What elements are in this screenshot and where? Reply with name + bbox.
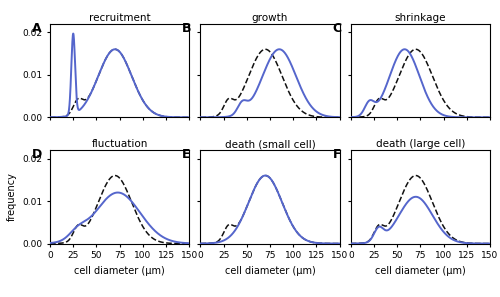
X-axis label: cell diameter (μm): cell diameter (μm) xyxy=(74,266,165,276)
Text: B: B xyxy=(182,22,192,35)
X-axis label: cell diameter (μm): cell diameter (μm) xyxy=(375,266,466,276)
Y-axis label: frequency: frequency xyxy=(6,172,16,221)
Title: fluctuation: fluctuation xyxy=(92,139,148,149)
Title: death (small cell): death (small cell) xyxy=(224,139,316,149)
Title: shrinkage: shrinkage xyxy=(394,13,446,23)
Text: E: E xyxy=(182,148,191,161)
Text: A: A xyxy=(32,22,42,35)
Text: D: D xyxy=(32,148,42,161)
Title: growth: growth xyxy=(252,13,288,23)
Text: F: F xyxy=(332,148,341,161)
Title: death (large cell): death (large cell) xyxy=(376,139,465,149)
X-axis label: cell diameter (μm): cell diameter (μm) xyxy=(224,266,316,276)
Text: C: C xyxy=(332,22,342,35)
Title: recruitment: recruitment xyxy=(89,13,150,23)
